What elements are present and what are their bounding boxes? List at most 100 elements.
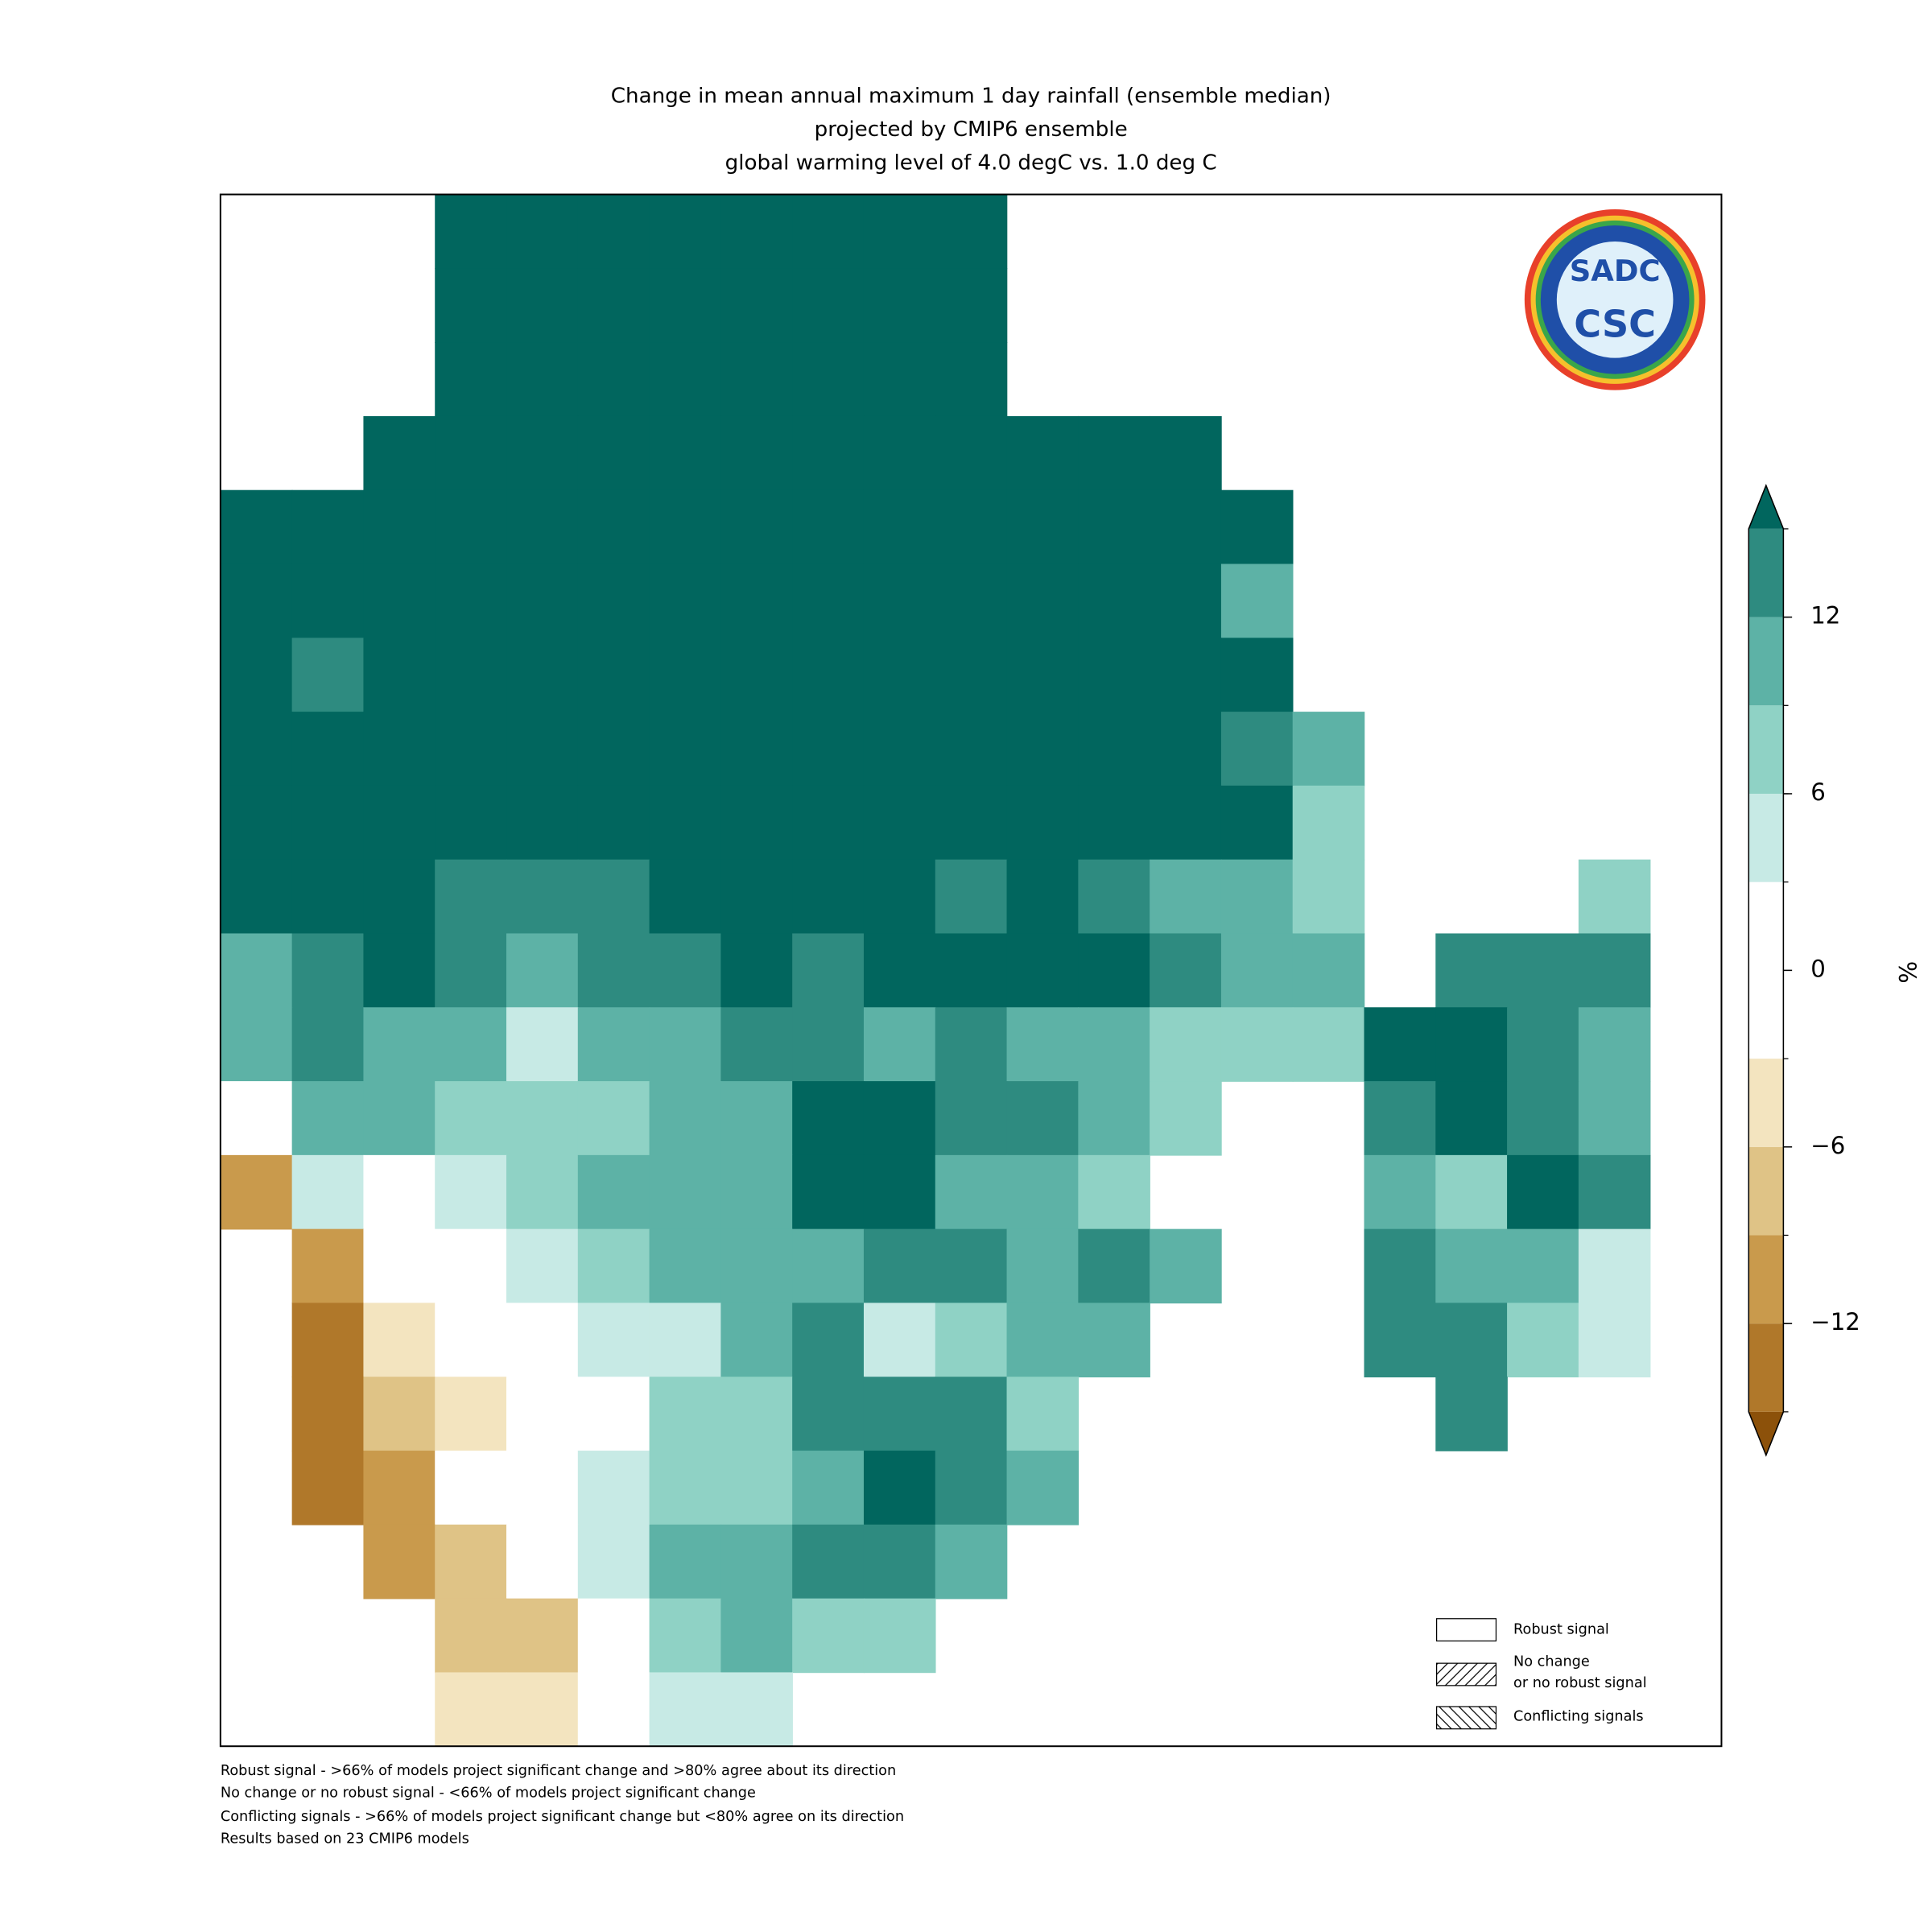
colorbar-extension — [1748, 485, 1784, 529]
footnote: Results based on 23 CMIP6 models — [221, 1831, 469, 1847]
grid-cell — [435, 268, 507, 343]
grid-cell — [1220, 859, 1294, 935]
colorbar-band — [1748, 705, 1784, 794]
grid-cell — [1292, 785, 1365, 861]
grid-cell — [363, 712, 436, 786]
grid-cell — [435, 859, 507, 935]
grid-cell — [863, 1524, 936, 1600]
grid-cell — [1150, 489, 1222, 565]
grid-cell — [506, 933, 579, 1009]
grid-cell — [1078, 1081, 1150, 1156]
grid-cell — [363, 1228, 436, 1304]
colorbar: 12 6 0 −6 −12 — [1748, 484, 1860, 1457]
grid-cell — [506, 489, 579, 565]
grid-cell — [792, 1228, 865, 1304]
grid-cell — [435, 638, 507, 712]
grid-cell — [435, 1302, 507, 1378]
grid-cell — [1078, 415, 1150, 491]
legend-label: or no robust signal — [1513, 1675, 1647, 1691]
grid-cell — [506, 1451, 579, 1525]
title-line: global warming level of 4.0 degC vs. 1.0… — [725, 151, 1217, 175]
grid-cell — [577, 638, 650, 712]
grid-cell — [720, 712, 793, 786]
grid-cell — [363, 415, 436, 491]
grid-cell — [649, 1524, 722, 1600]
grid-cell — [1507, 933, 1579, 1009]
grid-cell — [1578, 933, 1651, 1009]
colorbar-extension — [1748, 1411, 1784, 1455]
grid-cell — [577, 785, 650, 861]
grid-cell — [649, 194, 722, 270]
grid-cell — [1006, 1228, 1080, 1304]
grid-cell — [1364, 1081, 1437, 1156]
grid-cell — [577, 933, 650, 1009]
grid-cell — [935, 859, 1008, 935]
grid-cell — [291, 859, 365, 935]
grid-cell — [649, 1672, 722, 1747]
grid-cell — [720, 1451, 793, 1525]
grid-cell — [506, 342, 579, 417]
grid-cell — [435, 1672, 507, 1747]
grid-cell — [1220, 785, 1294, 861]
grid-cell — [1292, 712, 1365, 786]
grid-cell — [1364, 1154, 1437, 1230]
grid-cell — [220, 638, 293, 712]
grid-cell — [291, 1228, 365, 1304]
grid-cell — [720, 194, 793, 270]
grid-cell — [363, 489, 436, 565]
grid-cell — [363, 1377, 436, 1451]
grid-cell — [1006, 785, 1080, 861]
grid-cell — [935, 415, 1008, 491]
grid-cell — [1220, 638, 1294, 712]
colorbar-label: % — [1894, 961, 1922, 984]
grid-cell — [363, 638, 436, 712]
grid-cell — [1150, 859, 1222, 935]
colorbar-band — [1748, 1323, 1784, 1412]
grid-cell — [1364, 1007, 1437, 1082]
grid-cell — [720, 1081, 793, 1156]
grid-cell — [291, 564, 365, 639]
footnote: Conflicting signals - >66% of models pro… — [221, 1809, 904, 1825]
grid-cell — [363, 1007, 436, 1082]
grid-cell — [435, 415, 507, 491]
grid-cell — [935, 1228, 1008, 1304]
grid-cell — [1220, 712, 1294, 786]
grid-cell — [1078, 933, 1150, 1009]
grid-cell — [506, 1524, 579, 1600]
grid-cell — [577, 194, 650, 270]
grid-cell — [863, 712, 936, 786]
grid-cell — [792, 859, 865, 935]
grid-cell — [1435, 1302, 1508, 1378]
map-frame — [219, 193, 1723, 1748]
grid-cell — [720, 1007, 793, 1082]
grid-cell — [506, 859, 579, 935]
grid-cell — [1578, 1081, 1651, 1156]
grid-cell — [935, 1524, 1008, 1600]
grid-cell — [1078, 1154, 1150, 1230]
grid-cell — [935, 564, 1008, 639]
grid-cell — [577, 1672, 650, 1747]
logo-text: SADC — [1570, 254, 1661, 288]
grid-cell — [1507, 1007, 1579, 1082]
grid-cell — [792, 933, 865, 1009]
grid-cell — [1435, 1228, 1508, 1304]
grid-cell — [220, 785, 293, 861]
grid-cell — [1006, 1302, 1080, 1378]
grid-cell — [291, 1154, 365, 1230]
grid-cell — [649, 1007, 722, 1082]
grid-cell — [720, 415, 793, 491]
grid-cell — [1078, 859, 1150, 935]
grid-cell — [577, 859, 650, 935]
grid-cell — [792, 415, 865, 491]
grid-cell — [1078, 712, 1150, 786]
grid-cell — [1006, 1451, 1080, 1525]
grid-cell — [363, 1524, 436, 1600]
map-cells — [220, 194, 1651, 1747]
legend-swatch — [1436, 1706, 1497, 1730]
grid-cell — [863, 1081, 936, 1156]
grid-cell — [649, 489, 722, 565]
grid-cell — [291, 1302, 365, 1378]
grid-cell — [792, 1302, 865, 1378]
grid-cell — [792, 1451, 865, 1525]
grid-cell — [720, 1228, 793, 1304]
